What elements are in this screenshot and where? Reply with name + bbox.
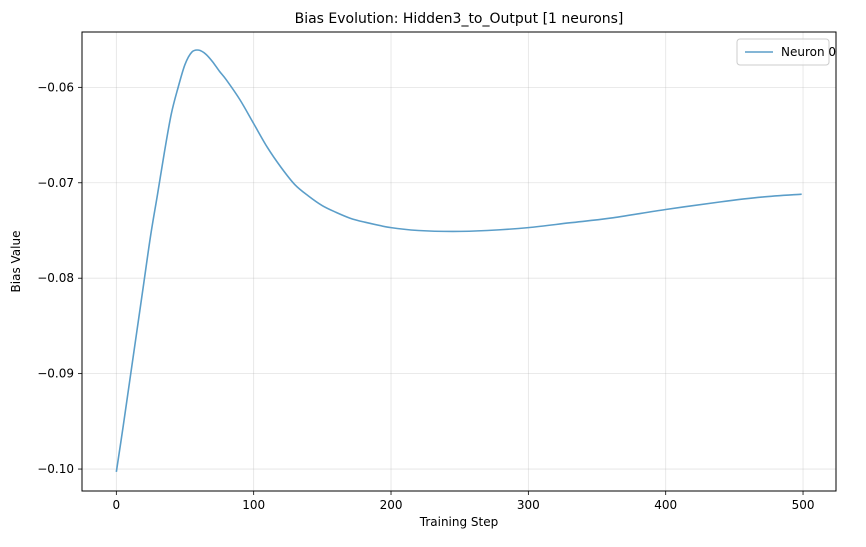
y-tick-label: −0.10 bbox=[37, 462, 74, 476]
legend-label-neuron-0: Neuron 0 bbox=[781, 45, 836, 59]
grid bbox=[82, 32, 836, 491]
legend: Neuron 0 bbox=[736, 38, 836, 66]
plot-frame bbox=[81, 31, 837, 492]
y-tick-label: −0.08 bbox=[37, 271, 74, 285]
y-tick-label: −0.07 bbox=[37, 176, 74, 190]
series-line-neuron-0 bbox=[115, 49, 802, 473]
x-axis-label: Training Step bbox=[419, 515, 499, 529]
series-layer bbox=[115, 49, 802, 473]
x-tick-label: 500 bbox=[792, 498, 815, 512]
x-axis: 0 100 200 300 400 500 bbox=[113, 491, 815, 512]
x-tick-label: 200 bbox=[380, 498, 403, 512]
x-tick-label: 400 bbox=[654, 498, 677, 512]
x-tick-label: 100 bbox=[242, 498, 265, 512]
y-axis-label: Bias Value bbox=[9, 231, 23, 293]
x-tick-label: 0 bbox=[113, 498, 121, 512]
y-axis: −0.10 −0.09 −0.08 −0.07 −0.06 bbox=[37, 80, 82, 476]
y-tick-label: −0.09 bbox=[37, 367, 74, 381]
x-tick-label: 300 bbox=[517, 498, 540, 512]
chart-title: Bias Evolution: Hidden3_to_Output [1 neu… bbox=[295, 11, 624, 27]
legend-box bbox=[736, 38, 830, 66]
y-tick-label: −0.06 bbox=[37, 80, 74, 94]
